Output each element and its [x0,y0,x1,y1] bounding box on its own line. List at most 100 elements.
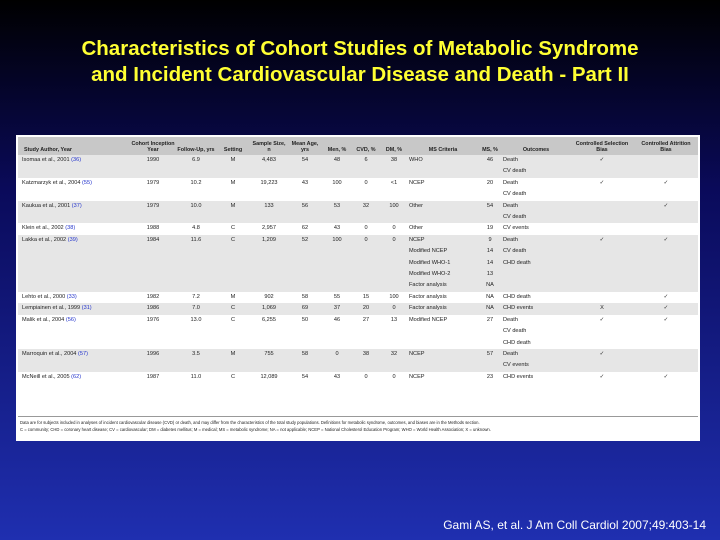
cell-criteria: NCEP [408,372,478,383]
outcomes-entry: CHD events [503,373,534,380]
cell-men: 55 [333,293,341,300]
cell-setting: C [216,234,250,292]
table-row: Marroquin et al., 2004 (57) 1996 3.5 M 755 58… [18,348,698,372]
cell-outcomes: CHD death [502,292,570,303]
cell-setting: C [216,303,250,315]
cell-followup: 11.0 [190,373,202,380]
cell-men: 43 [333,225,341,232]
cell-followup: 13.0 [190,316,202,323]
table-footnote: Data are for subjects included in analys… [20,419,696,433]
header-author: Study Author, Year [18,137,130,155]
cell-selection [570,292,634,303]
cell-dm: 0 [392,225,396,232]
reference-link[interactable]: (37) [71,202,82,209]
cell-cvd: 20 [352,303,380,315]
header-sample: Sample Size, n [250,137,288,155]
cell-men: 100 [332,179,342,186]
cell-ms: 57 [478,348,502,372]
ms-entry: 13 [486,271,494,278]
author-name: Lempiainen et al., 1999 [22,305,81,312]
cell-cvd: 32 [352,200,380,224]
cell-selection: ✓ [570,348,634,372]
cell-selection: ✓ [570,234,634,292]
slide-title-line1: Characteristics of Cohort Studies of Met… [81,37,639,60]
cell-attrition: ✓ [663,179,669,186]
cell-outcomes: Death CV death CHD death [502,234,570,292]
cell-cohort: 1990 [130,155,176,178]
cell-followup: 7.2 [192,293,200,300]
cell-men: 0 [322,348,352,372]
outcomes-entry: Death [503,316,518,323]
cell-cvd: 0 [364,225,368,232]
cell-cvd: 6 [352,155,380,178]
cell-followup: 11.6 [176,234,216,292]
cell-ms: 54 [478,200,502,224]
cell-attrition [634,155,698,178]
header-cohort: Cohort Inception Year [130,137,176,155]
cell-men: 46 [333,316,341,323]
cell-dm: 0 [380,234,408,292]
table-row: Klein et al., 2002 (38) 1988 4.8 C 2,957 62 43… [18,223,698,234]
cell-criteria: Factor analysis [408,292,478,303]
cell-selection: X [570,303,634,315]
footnote-line1: Data are for subjects included in analys… [20,420,480,425]
cell-age: 58 [288,348,322,372]
outcomes-entry: Death [503,236,518,243]
cell-age: 56 [288,200,322,224]
cell-men: 48 [322,155,352,178]
table-row: Katzmarzyk et al., 2004 (55) 1979 10.2 M 19,… [18,178,698,201]
cell-ms: 23 [478,372,502,383]
cell-cvd: 0 [364,373,368,380]
cell-selection [570,200,634,224]
cell-author: Klein et al., 2002 (38) [18,223,130,234]
reference-link[interactable]: (56) [65,316,76,323]
cell-sample: 1,069 [250,303,288,315]
outcomes-entry: CHD death [503,293,531,300]
reference-link[interactable]: (62) [71,373,82,380]
author-name: Kaukua et al., 2001 [22,202,71,209]
reference-link[interactable]: (55) [82,179,92,186]
header-outcomes: Outcomes [502,137,570,155]
table-row: Malik et al., 2004 (56) 1976 13.0 C 6,255 50 4… [18,315,698,349]
slide-title-line2: and Incident Cardiovascular Disease and … [91,63,629,86]
cell-setting: M [230,179,236,186]
cell-attrition: ✓ [634,200,698,224]
cell-age: 62 [301,225,309,232]
criteria-entry: NCEP [409,373,425,380]
reference-link[interactable]: (57) [77,350,88,357]
cell-ms: 20 [478,178,502,201]
reference-link[interactable]: (33) [66,293,77,300]
reference-link[interactable]: (36) [71,157,82,163]
cell-setting: M [216,348,250,372]
cell-setting: M [230,293,236,300]
ms-entry: 57 [486,350,494,357]
footnote-line2: C = community; CHD = coronary heart dise… [20,427,491,432]
cell-men: 37 [322,303,352,315]
header-selection: Controlled Selection Bias [570,137,634,155]
header-criteria: MS Criteria [408,137,478,155]
cell-attrition: ✓ [663,373,669,380]
table-row: Lehto et al., 2000 (33) 1982 7.2 M 902 58 55 15… [18,292,698,303]
outcomes-entry: CV events [503,362,529,369]
cell-cohort: 1976 [146,316,160,323]
cell-age: 52 [288,234,322,292]
reference-link[interactable]: (39) [67,236,78,243]
cell-outcomes: CHD events [502,372,570,383]
cell-sample: 12,089 [260,373,278,380]
cell-dm: 100 [389,293,399,300]
ms-entry: NA [486,282,494,289]
citation: Gami AS, et al. J Am Coll Cardiol 2007;4… [443,518,706,532]
cell-age: 69 [288,303,322,315]
cell-attrition: ✓ [663,293,669,300]
cell-dm: 13 [390,316,398,323]
outcomes-entry: CHD events [503,305,534,312]
cell-author: Isomaa et al., 2001 (36) [18,155,130,178]
cell-author: Kaukua et al., 2001 (37) [18,200,130,224]
cell-criteria: Factor analysis [408,303,478,315]
outcomes-entry: CV death [503,328,527,335]
cell-sample: 19,223 [260,179,278,186]
reference-link[interactable]: (38) [65,225,76,232]
cell-attrition: ✓ [634,303,698,315]
reference-link[interactable]: (31) [81,305,92,312]
ms-entry: NA [486,305,494,312]
